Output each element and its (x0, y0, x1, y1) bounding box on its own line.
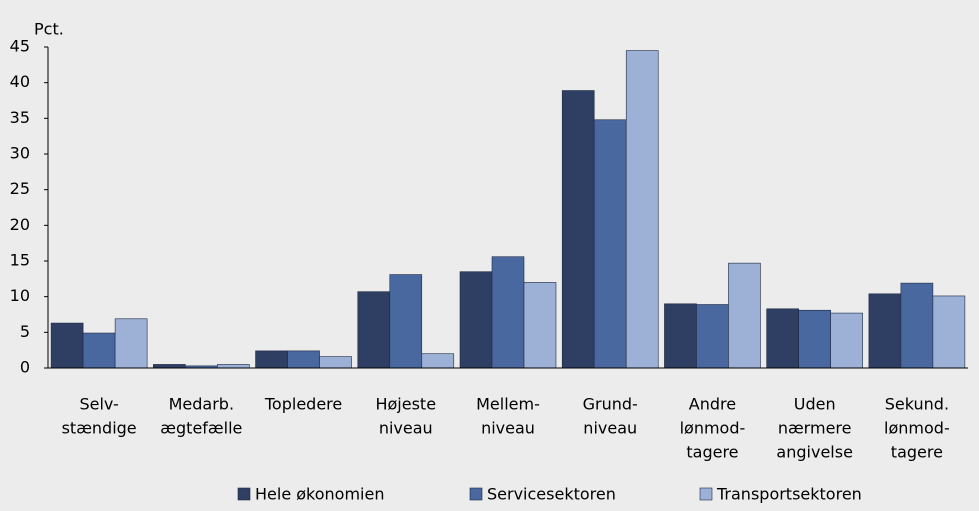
bar (421, 353, 455, 369)
bar (625, 50, 659, 369)
bar (357, 291, 391, 369)
bar (217, 364, 250, 369)
x-tick-label: Andre (689, 395, 736, 414)
y-tick-label: 35 (10, 108, 30, 127)
x-tick-label: Grund- (583, 395, 638, 414)
bar (523, 282, 557, 369)
y-tick-label: 40 (10, 72, 30, 91)
x-tick-label: lønmod- (884, 419, 950, 438)
x-tick-label: niveau (379, 419, 433, 438)
bar (319, 356, 352, 369)
bar (696, 304, 729, 369)
x-tick-label: angivelse (776, 443, 852, 462)
bar (153, 364, 186, 369)
x-tick-label: Højeste (375, 395, 436, 414)
bar (255, 350, 288, 369)
bar (491, 256, 525, 369)
bar (900, 282, 934, 369)
bar (728, 262, 761, 369)
x-tick-label: tagere (891, 443, 943, 462)
bar (830, 312, 863, 369)
legend-label: Hele økonomien (255, 485, 384, 504)
bar (664, 303, 697, 369)
y-axis-label: Pct. (34, 20, 64, 39)
legend-label: Servicesektoren (487, 485, 616, 504)
legend-swatch (237, 487, 251, 501)
x-tick-label: tagere (686, 443, 738, 462)
x-tick-label: lønmod- (680, 419, 746, 438)
bar (798, 309, 831, 369)
y-tick-label: 10 (10, 286, 30, 305)
x-tick-label: Uden (794, 395, 836, 414)
legend-swatch (699, 487, 713, 501)
y-tick-label: 20 (10, 215, 30, 234)
bar (766, 308, 799, 369)
bar (82, 332, 116, 369)
bar (459, 271, 493, 369)
x-tick-label: Topledere (264, 395, 342, 414)
bar (561, 90, 595, 369)
x-tick-label: Medarb. (169, 395, 234, 414)
bar (287, 350, 320, 369)
bar (50, 322, 84, 369)
x-tick-label: stændige (62, 419, 137, 438)
y-tick-label: 15 (10, 251, 30, 270)
y-tick-label: 30 (10, 144, 30, 163)
y-tick-label: 0 (20, 358, 30, 377)
y-tick-label: 5 (20, 322, 30, 341)
x-tick-label: niveau (481, 419, 535, 438)
x-tick-label: nærmere (778, 419, 852, 438)
bar (932, 295, 966, 369)
bar (593, 119, 627, 369)
x-tick-label: niveau (583, 419, 637, 438)
bar (868, 293, 902, 369)
x-tick-label: ægtefælle (160, 419, 242, 438)
y-tick-label: 45 (10, 37, 30, 56)
bar (389, 274, 423, 369)
bar (114, 318, 148, 369)
x-tick-label: Sekund. (885, 395, 949, 414)
legend-swatch (469, 487, 483, 501)
legend-label: Transportsektoren (716, 485, 862, 504)
y-tick-label: 25 (10, 179, 30, 198)
x-tick-label: Selv- (79, 395, 118, 414)
x-tick-label: Mellem- (476, 395, 540, 414)
